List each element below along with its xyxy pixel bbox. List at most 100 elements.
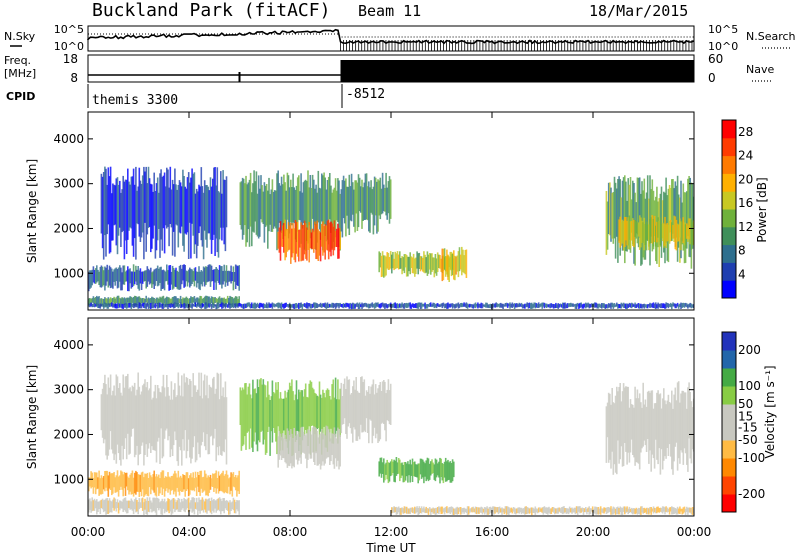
data-cell: [332, 379, 335, 444]
data-cell: [92, 500, 95, 511]
data-cell: [265, 302, 268, 309]
data-cell: [396, 507, 399, 515]
data-cell: [432, 302, 434, 307]
data-cell: [417, 302, 419, 309]
data-cell: [454, 255, 456, 281]
data-cell: [290, 222, 292, 264]
data-cell: [184, 265, 186, 287]
data-cell: [590, 508, 593, 512]
data-cell: [459, 507, 462, 515]
data-cell: [224, 303, 227, 309]
data-cell: [686, 506, 688, 512]
data-cell: [236, 477, 238, 497]
data-cell: [414, 304, 416, 308]
data-cell: [138, 270, 141, 291]
data-cell: [451, 459, 454, 482]
data-cell: [288, 434, 291, 467]
data-cell: [401, 302, 403, 308]
data-cell: [620, 507, 623, 515]
data-cell: [143, 298, 145, 304]
data-cell: [400, 258, 402, 269]
data-cell: [259, 379, 261, 443]
data-cell: [201, 303, 204, 308]
data-cell: [181, 375, 183, 466]
data-cell: [471, 507, 473, 513]
data-cell: [675, 508, 678, 515]
data-cell: [315, 184, 317, 250]
data-cell: [166, 264, 168, 281]
data-cell: [215, 500, 217, 513]
data-cell: [363, 182, 366, 220]
data-cell: [89, 477, 91, 487]
noise-traces: [87, 28, 695, 51]
data-cell: [626, 303, 628, 310]
data-cell: [233, 303, 236, 308]
data-cell: [166, 296, 168, 306]
data-cell: [480, 302, 483, 309]
data-cell: [484, 507, 486, 515]
data-cell: [156, 303, 159, 309]
data-cell: [501, 507, 503, 515]
data-cell: [604, 304, 607, 309]
data-cell: [291, 304, 293, 308]
data-cell: [419, 256, 422, 272]
data-cell: [228, 298, 230, 306]
data-cell: [137, 474, 139, 492]
data-cell: [194, 502, 197, 509]
data-cell: [664, 304, 666, 309]
data-cell: [200, 303, 203, 309]
data-cell: [596, 507, 598, 515]
data-cell: [278, 398, 281, 454]
data-cell: [185, 472, 188, 491]
data-cell: [433, 464, 436, 480]
data-cell: [378, 385, 380, 442]
data-cell: [218, 497, 221, 512]
data-cell: [151, 184, 153, 249]
data-cell: [464, 303, 467, 307]
data-cell: [181, 299, 183, 307]
data-cell: [684, 302, 687, 307]
data-cell: [253, 302, 255, 309]
data-cell: [254, 302, 256, 309]
data-cell: [573, 304, 576, 307]
data-cell: [208, 384, 211, 455]
data-cell: [155, 497, 158, 516]
data-cell: [174, 302, 176, 308]
data-cell: [632, 218, 634, 246]
data-cell: [339, 302, 341, 307]
data-cell: [436, 507, 439, 513]
data-cell: [112, 499, 114, 508]
data-cell: [308, 222, 310, 263]
data-cell: [189, 379, 191, 458]
data-cell: [229, 477, 231, 495]
data-cell: [448, 507, 450, 513]
data-cell: [147, 478, 150, 497]
data-cell: [401, 462, 403, 476]
data-cell: [161, 498, 164, 515]
data-cell: [101, 477, 104, 494]
colorbar-swatch: [722, 350, 736, 369]
data-cell: [397, 506, 400, 513]
data-cell: [365, 390, 368, 419]
data-cell: [303, 303, 306, 307]
data-cell: [335, 399, 338, 431]
data-cell: [222, 170, 224, 228]
data-cell: [184, 186, 186, 234]
data-cell: [322, 221, 324, 256]
data-cell: [195, 497, 198, 510]
data-cell: [251, 398, 253, 448]
data-cell: [605, 304, 608, 309]
data-cell: [106, 264, 108, 282]
data-cell: [369, 393, 371, 420]
data-cell: [178, 180, 181, 233]
data-cell: [393, 302, 395, 309]
data-cell: [123, 498, 126, 511]
data-cell: [114, 498, 116, 509]
data-cell: [186, 271, 189, 287]
data-cell: [137, 186, 139, 225]
data-cell: [128, 269, 130, 292]
data-cell: [575, 506, 578, 514]
data-cell: [293, 187, 295, 224]
data-cell: [516, 303, 518, 308]
data-cell: [402, 508, 405, 514]
